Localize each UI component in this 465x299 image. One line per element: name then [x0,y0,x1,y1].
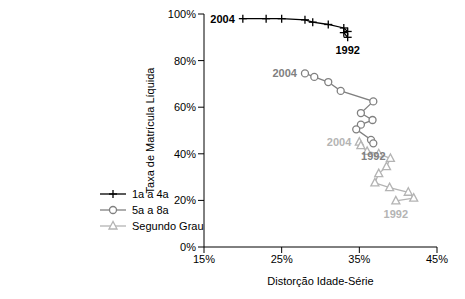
svg-text:0%: 0% [180,241,196,253]
svg-text:80%: 80% [174,55,196,67]
svg-text:Taxa de Matrícula Líquida: Taxa de Matrícula Líquida [144,67,156,194]
svg-text:2004: 2004 [327,136,352,148]
svg-text:60%: 60% [174,101,196,113]
svg-text:100%: 100% [168,8,196,20]
svg-text:35%: 35% [348,253,370,265]
html-text:Segundo Grau: Segundo Grau [132,220,204,232]
svg-text:45%: 45% [426,253,448,265]
svg-text:2004: 2004 [272,67,297,79]
html-text:5a a 8a: 5a a 8a [132,204,169,216]
svg-text:20%: 20% [174,194,196,206]
svg-text:2004: 2004 [210,13,235,25]
svg-text:1992: 1992 [384,208,408,220]
svg-text:1992: 1992 [335,44,359,56]
html-text:1a a 4a: 1a a 4a [132,188,169,200]
svg-text:15%: 15% [193,253,215,265]
svg-text:1992: 1992 [361,150,385,162]
svg-text:Distorção Idade-Série: Distorção Idade-Série [267,275,373,287]
svg-text:25%: 25% [271,253,293,265]
svg-text:40%: 40% [174,148,196,160]
